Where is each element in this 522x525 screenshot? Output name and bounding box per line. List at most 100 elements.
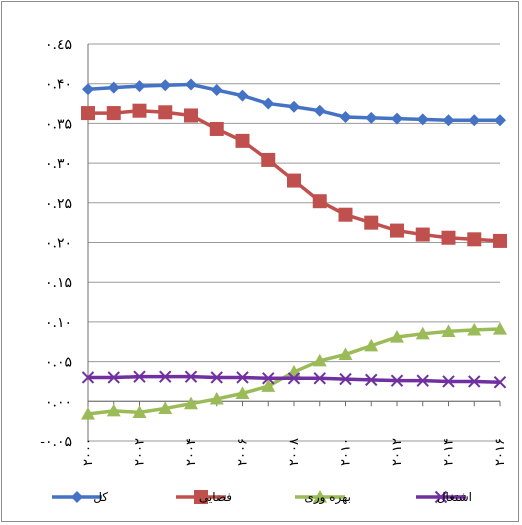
data-point (262, 97, 275, 110)
y-tick-label: ٠.١٠ (45, 315, 72, 331)
data-point (390, 223, 404, 238)
data-point (184, 370, 198, 383)
data-point (159, 79, 172, 92)
x-tick-label: ٢٠٠٢ (133, 438, 148, 466)
data-point (338, 347, 353, 361)
data-point (312, 194, 327, 209)
data-point (442, 114, 455, 127)
data-point (364, 215, 379, 230)
data-point (236, 89, 249, 102)
data-point (184, 396, 198, 410)
data-point (158, 105, 173, 120)
data-point (391, 112, 403, 125)
data-point (210, 84, 223, 97)
data-point (81, 407, 95, 420)
data-point (106, 106, 121, 121)
data-point (133, 80, 146, 93)
data-point (493, 376, 507, 389)
data-point (468, 375, 481, 388)
data-point (81, 106, 95, 121)
series-2 (81, 103, 507, 248)
data-point (235, 386, 250, 399)
legend-item: کل (52, 490, 108, 504)
series-4 (81, 370, 507, 389)
data-point (494, 114, 506, 127)
data-point (365, 373, 378, 387)
data-point (287, 372, 301, 385)
data-point (133, 370, 146, 383)
legend-item: بهره وری (295, 490, 351, 505)
data-point (184, 108, 198, 123)
data-point (390, 329, 404, 343)
data-point (313, 490, 327, 503)
data-point (287, 173, 301, 188)
data-point (338, 207, 353, 222)
data-point (364, 338, 379, 352)
x-tick-label: ٢٠١٠ (339, 438, 354, 466)
x-tick-label: ٢٠٠٠ (81, 438, 96, 466)
data-point (313, 104, 326, 117)
x-tick-label: ٢٠٠٨ (287, 438, 302, 466)
data-point (235, 133, 250, 148)
data-point (415, 227, 430, 242)
data-point (107, 371, 120, 384)
legend-label: اشتغال (437, 490, 472, 504)
x-tick-label: ٢٠١٢ (390, 438, 405, 466)
legend-label: بهره وری (304, 490, 351, 505)
legend-item: فضایی (176, 490, 232, 504)
data-point (339, 372, 352, 386)
y-tick-label: ٠.٠٠ (45, 394, 72, 410)
y-axis-ticks: ٠.٤۵ ٠.۴٠ ٠.٣۵ ٠.٣٠ ٠.٢۵ ٠.٢٠ ٠.١۵ ٠.١٠ ٠.٠۵ ٠.٠٠… (40, 37, 72, 450)
y-tick-label: -٠.٠۵ (40, 434, 72, 450)
data-point (132, 405, 147, 419)
data-point (82, 83, 94, 96)
data-point (209, 391, 224, 405)
y-tick-label: ٠.٢۵ (45, 196, 72, 212)
legend-label: کل (93, 490, 108, 504)
data-point (261, 152, 276, 167)
y-tick-label: ٠.٢٠ (45, 236, 72, 252)
data-point (107, 81, 120, 94)
data-point (236, 371, 249, 384)
y-tick-label: ٠.۴٠ (45, 77, 72, 93)
data-point (159, 370, 172, 383)
y-tick-label: ٠.٣٠ (45, 156, 72, 172)
data-point (194, 490, 208, 504)
x-tick-label: ٢٠٠۶ (236, 438, 251, 466)
data-point (261, 379, 276, 392)
x-axis-tickmarks (87, 401, 501, 407)
x-axis-labels: ٢٠٠٠ ٢٠٠٢ ٢٠٠۴ ٢٠٠۶ ٢٠٠٨ ٢٠١٠ ٢٠١٢ ٢٠١۴ ٢٠١۶ (81, 438, 508, 466)
series-1 (82, 78, 506, 127)
data-point (210, 371, 223, 384)
data-point (339, 111, 352, 124)
data-point (415, 326, 430, 340)
data-point (288, 100, 300, 113)
x-tick-label: ٢٠١۴ (442, 438, 457, 466)
data-point (71, 491, 83, 503)
y-tick-label: ٠.٤۵ (45, 37, 72, 53)
legend-label: فضایی (199, 490, 232, 504)
x-tick-label: ٢٠١۶ (493, 438, 508, 466)
data-point (434, 490, 448, 504)
data-point (185, 78, 197, 91)
data-point (493, 322, 507, 335)
data-point (312, 353, 327, 367)
y-tick-label: ٠.١۵ (45, 275, 72, 291)
data-point (81, 371, 95, 384)
data-point (493, 233, 507, 248)
data-point (365, 111, 378, 124)
legend: کل فضایی بهره وری اشتغال (52, 490, 472, 505)
legend-item: اشتغال (416, 490, 472, 504)
y-tick-label: ٠.٠۵ (45, 355, 72, 371)
data-point (468, 114, 481, 127)
data-point (467, 322, 482, 336)
data-point (441, 324, 456, 338)
x-tick-label: ٢٠٠۴ (184, 438, 199, 466)
data-point (132, 103, 147, 118)
data-point (416, 374, 429, 387)
data-point (390, 374, 404, 387)
data-point (158, 401, 173, 415)
data-point (209, 121, 224, 136)
data-point (262, 372, 275, 385)
